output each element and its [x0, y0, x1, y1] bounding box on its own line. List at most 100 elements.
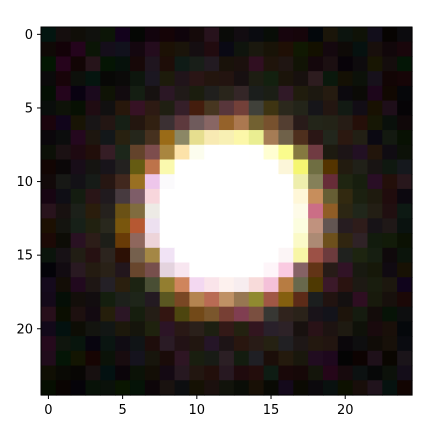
image-pixel — [85, 218, 101, 234]
image-pixel — [233, 350, 250, 367]
image-pixel — [293, 27, 309, 43]
image-pixel — [293, 85, 309, 102]
image-pixel — [278, 218, 294, 234]
image-pixel — [204, 247, 220, 264]
image-pixel — [115, 277, 131, 293]
image-pixel — [337, 365, 354, 381]
image-pixel — [174, 233, 190, 249]
image-pixel — [174, 115, 190, 131]
image-pixel — [144, 277, 161, 293]
image-pixel — [397, 27, 413, 43]
image-pixel — [352, 159, 369, 175]
image-pixel — [219, 262, 235, 278]
image-pixel — [130, 174, 146, 190]
image-pixel — [278, 321, 294, 337]
image-pixel — [322, 277, 339, 293]
image-pixel — [189, 203, 205, 219]
image-pixel — [293, 247, 309, 264]
y-tick-label: 0 — [25, 28, 33, 43]
image-pixel — [397, 380, 413, 396]
image-pixel — [352, 321, 369, 337]
image-pixel — [115, 174, 131, 190]
image-pixel — [352, 130, 369, 146]
image-pixel — [293, 218, 309, 234]
image-pixel — [382, 380, 398, 396]
image-pixel — [367, 174, 383, 190]
image-pixel — [159, 380, 176, 396]
image-pixel — [248, 203, 265, 219]
image-pixel — [382, 115, 398, 131]
image-pixel — [219, 174, 235, 190]
image-pixel — [85, 365, 101, 381]
image-pixel — [219, 85, 235, 102]
image-pixel — [100, 203, 116, 219]
image-pixel — [174, 218, 190, 234]
image-pixel — [352, 144, 369, 161]
image-pixel — [115, 41, 131, 58]
image-pixel — [337, 247, 354, 264]
image-pixel — [308, 203, 324, 219]
image-pixel — [322, 27, 339, 43]
image-pixel — [293, 130, 309, 146]
image-pixel — [130, 41, 146, 58]
image-pixel — [308, 71, 324, 87]
image-pixel — [85, 130, 101, 146]
image-pixel — [189, 174, 205, 190]
image-pixel — [70, 380, 87, 396]
image-pixel — [130, 247, 146, 264]
image-pixel — [41, 27, 57, 43]
image-pixel — [189, 321, 205, 337]
image-pixel — [248, 218, 265, 234]
image-pixel — [219, 144, 235, 161]
image-pixel — [233, 130, 250, 146]
image-pixel — [41, 306, 57, 322]
image-pixel — [55, 174, 72, 190]
image-pixel — [174, 85, 190, 102]
image-pixel — [219, 336, 235, 352]
image-pixel — [367, 321, 383, 337]
image-pixel — [293, 144, 309, 161]
image-pixel — [233, 233, 250, 249]
image-pixel — [263, 380, 280, 396]
image-pixel — [204, 321, 220, 337]
image-pixel — [352, 41, 369, 58]
image-pixel — [308, 159, 324, 175]
image-pixel — [322, 233, 339, 249]
image-pixel — [308, 321, 324, 337]
image-pixel — [159, 291, 176, 308]
image-pixel — [337, 262, 354, 278]
image-pixel — [248, 41, 265, 58]
image-pixel — [174, 380, 190, 396]
image-pixel — [189, 115, 205, 131]
image-pixel — [85, 41, 101, 58]
image-pixel — [322, 130, 339, 146]
image-pixel — [130, 291, 146, 308]
image-pixel — [322, 71, 339, 87]
image-pixel — [144, 350, 161, 367]
image-pixel — [70, 41, 87, 58]
image-pixel — [159, 159, 176, 175]
image-pixel — [337, 27, 354, 43]
image-pixel — [70, 100, 87, 116]
image-pixel — [70, 277, 87, 293]
image-pixel — [352, 27, 369, 43]
image-pixel — [397, 321, 413, 337]
image-pixel — [174, 247, 190, 264]
image-pixel — [70, 306, 87, 322]
image-pixel — [219, 350, 235, 367]
image-pixel — [367, 100, 383, 116]
image-pixel — [204, 27, 220, 43]
image-pixel — [130, 27, 146, 43]
image-pixel — [337, 85, 354, 102]
image-pixel — [233, 188, 250, 205]
image-pixel — [293, 350, 309, 367]
image-pixel — [174, 365, 190, 381]
image-pixel — [189, 247, 205, 264]
image-pixel — [115, 159, 131, 175]
image-pixel — [219, 71, 235, 87]
image-pixel — [278, 174, 294, 190]
image-pixel — [278, 100, 294, 116]
image-pixel — [144, 306, 161, 322]
image-pixel — [41, 336, 57, 352]
